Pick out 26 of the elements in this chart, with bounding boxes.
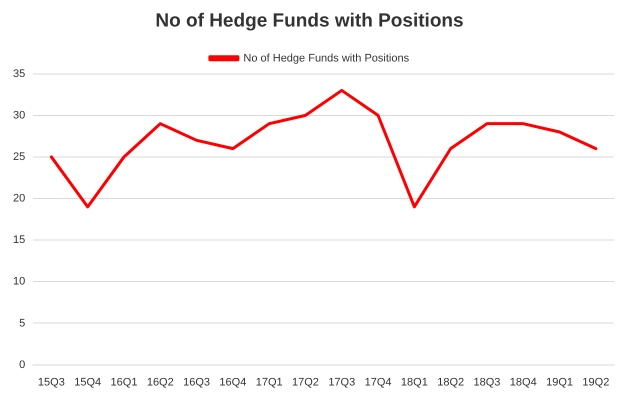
y-tick-label: 10 xyxy=(12,276,26,288)
x-tick-label: 15Q4 xyxy=(74,376,102,388)
y-tick-label: 25 xyxy=(12,150,26,163)
y-tick-label: 0 xyxy=(19,358,26,371)
x-tick-label: 16Q1 xyxy=(110,376,138,388)
x-tick-label: 18Q3 xyxy=(473,376,500,388)
x-tick-label: 17Q2 xyxy=(292,376,319,388)
y-tick-label: 30 xyxy=(12,109,26,122)
x-tick-label: 18Q2 xyxy=(437,376,464,388)
x-tick-label: 17Q4 xyxy=(364,376,392,388)
x-tick-label: 19Q1 xyxy=(546,376,574,388)
x-tick-label: 15Q3 xyxy=(38,376,65,388)
y-tick-label: 35 xyxy=(12,68,26,80)
x-tick-label: 16Q4 xyxy=(219,376,246,388)
y-tick-label: 5 xyxy=(19,317,26,330)
x-tick-label: 18Q1 xyxy=(400,376,428,388)
x-tick-label: 17Q1 xyxy=(256,376,283,388)
x-tick-label: 16Q2 xyxy=(146,376,174,388)
y-tick-label: 20 xyxy=(12,192,26,205)
x-tick-label: 16Q3 xyxy=(183,376,210,388)
chart-title: No of Hedge Funds with Positions xyxy=(155,10,464,32)
x-tick-label: 19Q2 xyxy=(582,376,610,388)
x-tick-label: 18Q4 xyxy=(510,376,537,388)
legend-label: No of Hedge Funds with Positions xyxy=(243,52,410,64)
y-tick-label: 15 xyxy=(12,234,26,246)
x-tick-label: 17Q3 xyxy=(328,376,356,388)
